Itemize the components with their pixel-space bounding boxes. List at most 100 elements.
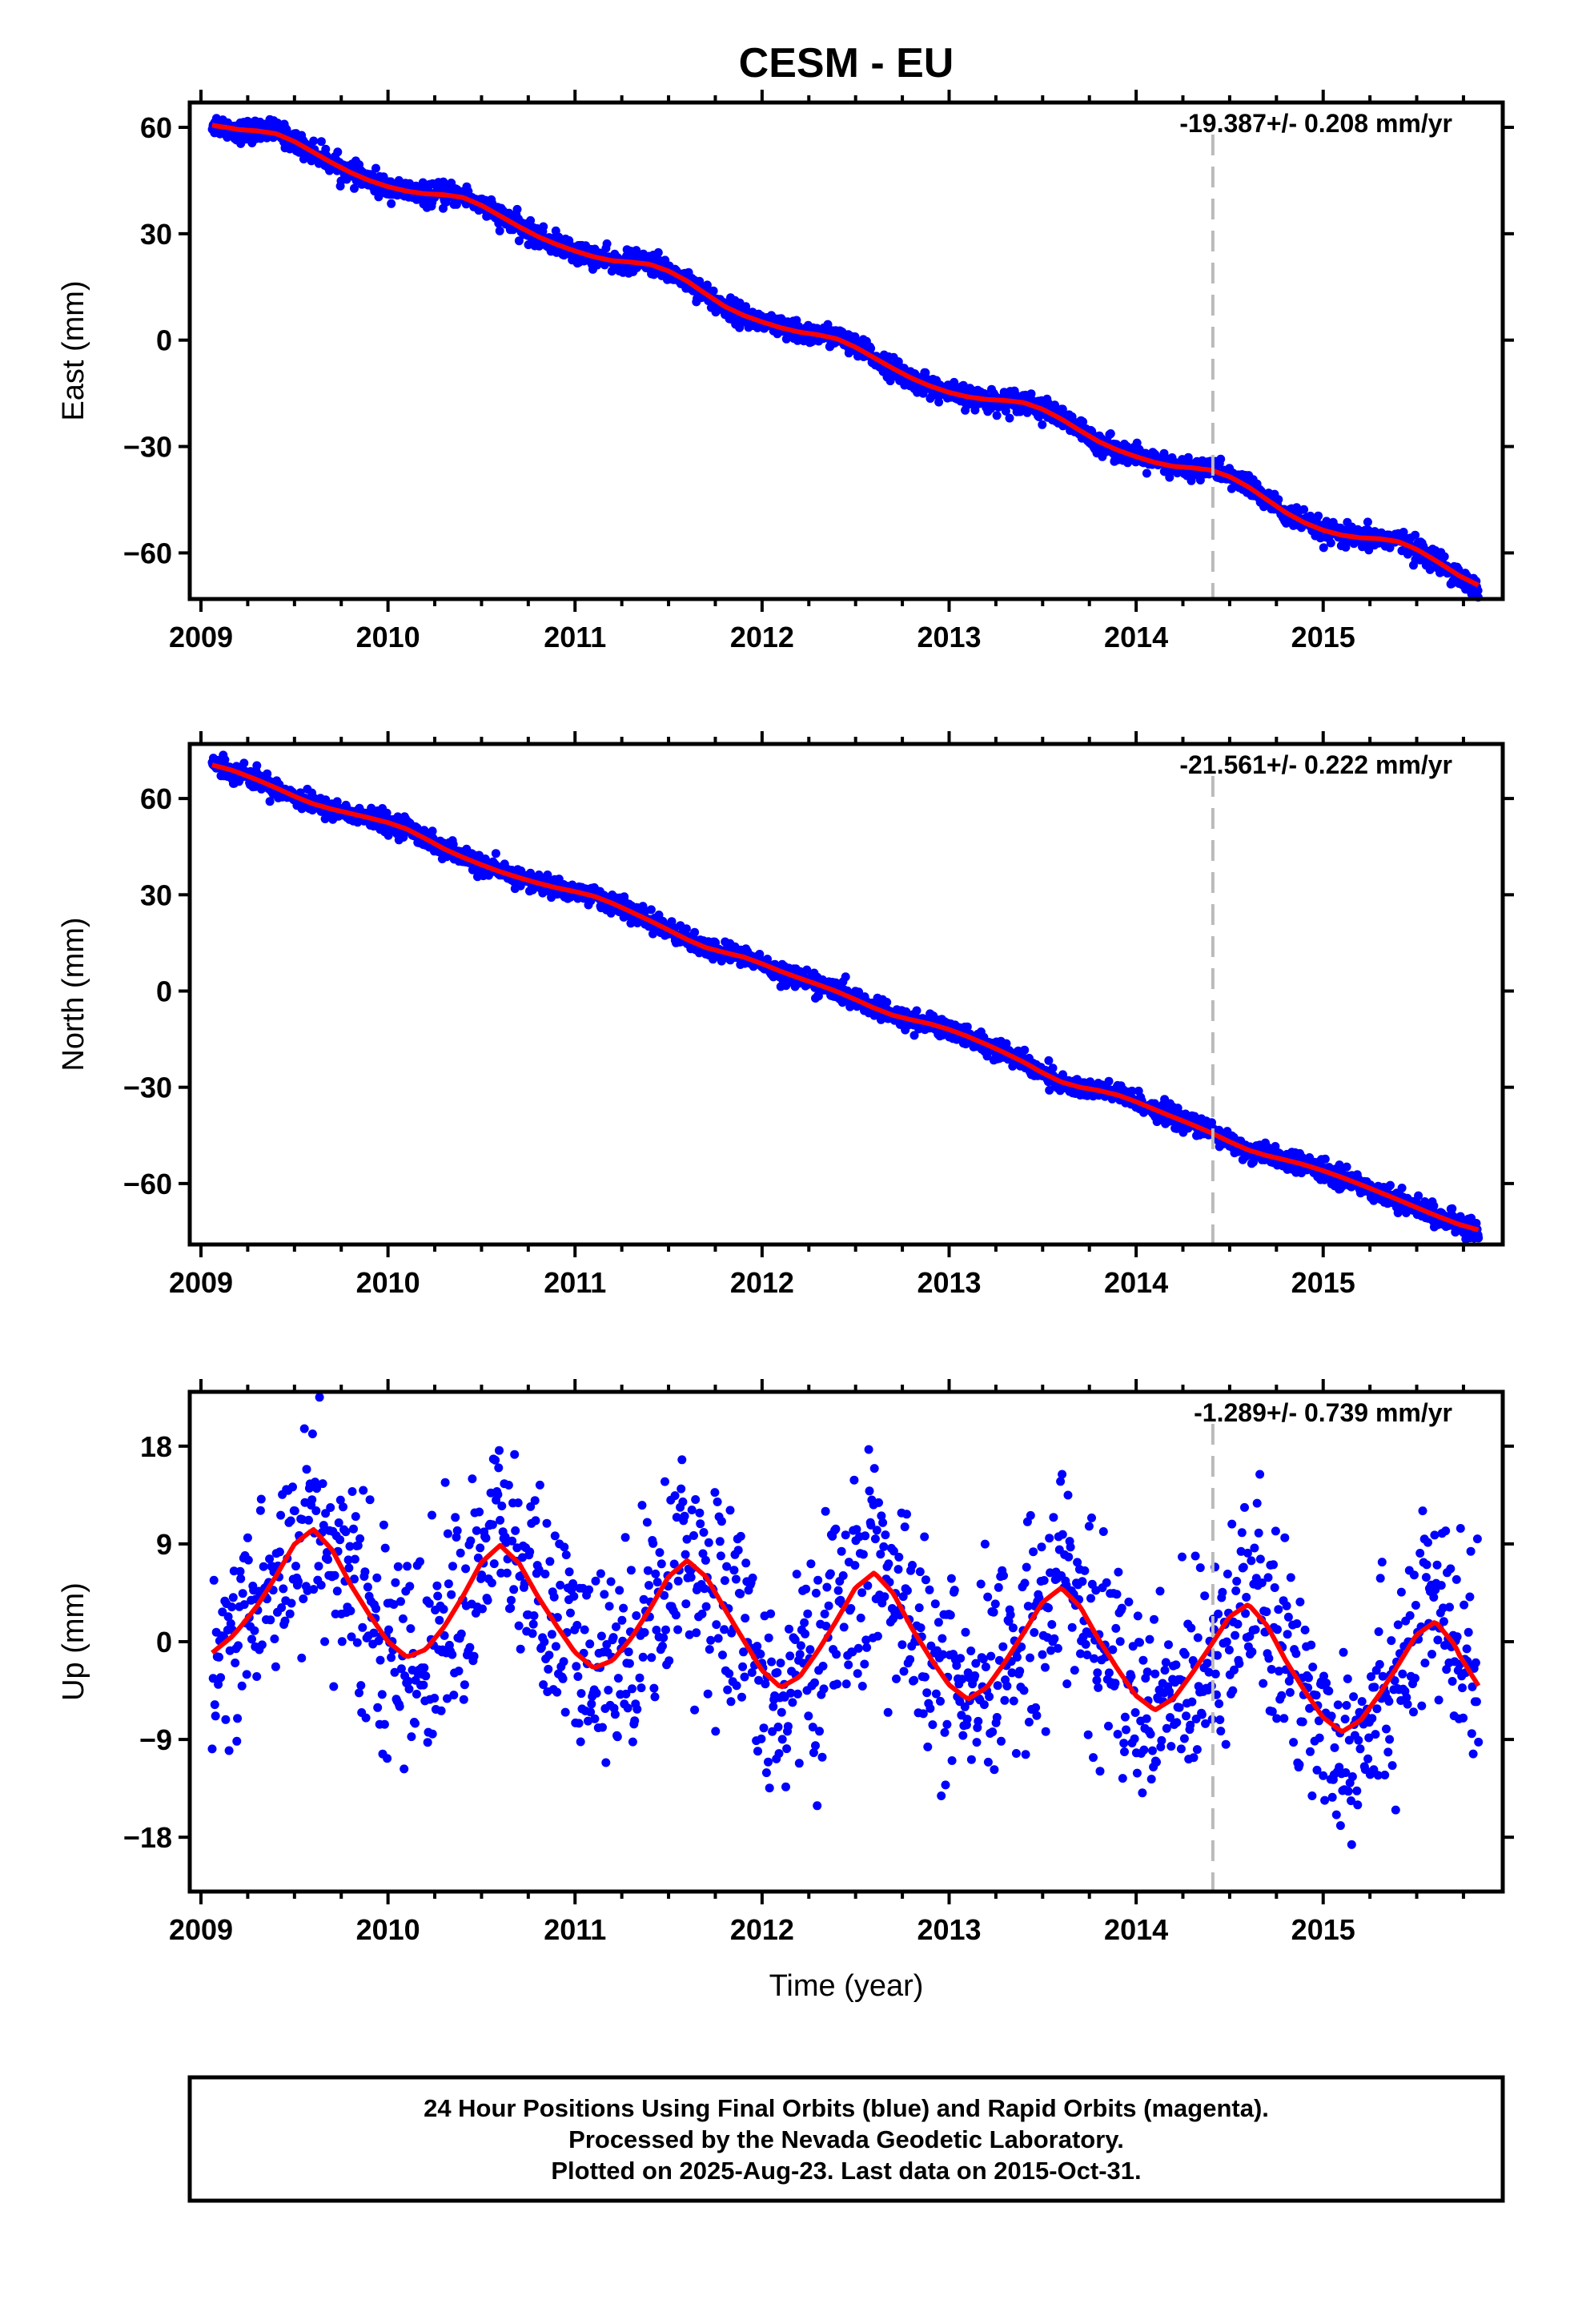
up-point (371, 1604, 381, 1614)
east-point (1326, 538, 1335, 548)
up-point (309, 1585, 319, 1594)
up-point (232, 1736, 242, 1746)
up-point (290, 1506, 299, 1516)
up-point (337, 1637, 347, 1647)
north-point (239, 758, 249, 768)
up-point (291, 1562, 300, 1571)
up-point (380, 1543, 390, 1553)
up-point (252, 1672, 262, 1681)
north-ytick-label: 30 (140, 879, 172, 911)
east-point (992, 411, 1002, 420)
north-point (491, 849, 500, 858)
up-point (359, 1486, 368, 1495)
east-point (1299, 505, 1309, 514)
east-point (1141, 448, 1150, 458)
east-point (1319, 543, 1328, 553)
up-point (391, 1578, 400, 1587)
up-point (242, 1670, 251, 1679)
east-point (823, 320, 833, 329)
east-point (1005, 413, 1014, 423)
up-point (383, 1754, 392, 1763)
east-point (735, 323, 745, 332)
east-ytick-label: −60 (123, 537, 172, 569)
north-xtick-label: 2012 (730, 1266, 794, 1299)
east-point (1363, 517, 1372, 527)
east-point (1142, 468, 1151, 478)
north-point (1474, 1233, 1484, 1243)
up-point (379, 1719, 389, 1729)
up-point (209, 1575, 219, 1585)
up-point (231, 1659, 240, 1667)
up-point (375, 1655, 385, 1665)
up-point (335, 1535, 345, 1545)
up-point (360, 1567, 370, 1577)
up-point (316, 1580, 326, 1590)
east-point (350, 183, 359, 193)
up-point (275, 1547, 284, 1557)
up-point (330, 1570, 339, 1580)
up-point (349, 1524, 358, 1534)
north-point (1044, 1055, 1054, 1065)
north-ytick-label: −60 (123, 1168, 172, 1200)
east-rate-label: -19.387+/- 0.208 mm/yr (1179, 109, 1452, 138)
up-point (304, 1515, 313, 1525)
up-point (341, 1527, 351, 1537)
up-point (216, 1673, 226, 1683)
north-point (1386, 1180, 1395, 1190)
east-xtick-label: 2015 (1291, 621, 1355, 653)
up-point (361, 1713, 371, 1723)
up-point (250, 1626, 259, 1635)
east-xtick-label: 2014 (1104, 621, 1168, 653)
up-point (373, 1703, 383, 1712)
east-point (1439, 552, 1449, 561)
east-point (495, 226, 504, 235)
up-point (297, 1653, 307, 1663)
up-point (320, 1637, 330, 1647)
north-ytick-label: −30 (123, 1072, 172, 1104)
up-point (377, 1690, 387, 1699)
east-point (1078, 417, 1088, 427)
east-point (1411, 530, 1420, 540)
east-point (321, 144, 331, 154)
east-point (526, 215, 536, 225)
up-point (314, 1562, 323, 1571)
up-point (358, 1622, 367, 1632)
up-point (396, 1597, 405, 1606)
east-point (333, 147, 343, 157)
up-point (315, 1393, 324, 1402)
up-point (355, 1534, 365, 1543)
north-point (1020, 1045, 1030, 1055)
up-point (350, 1554, 359, 1564)
east-ytick-label: 30 (140, 218, 172, 251)
north-xtick-label: 2009 (169, 1266, 233, 1299)
east-xtick-label: 2011 (544, 621, 606, 653)
north-point (882, 998, 892, 1007)
east-xtick-label: 2012 (730, 621, 794, 653)
up-point (286, 1516, 295, 1526)
up-point (285, 1609, 295, 1618)
up-point (351, 1512, 360, 1522)
north-point (1447, 1204, 1457, 1213)
up-point (233, 1714, 243, 1723)
east-point (514, 236, 524, 246)
north-point (1104, 1076, 1114, 1086)
east-xtick-label: 2010 (356, 621, 420, 653)
east-y-axis-label: East (mm) (57, 280, 90, 420)
east-point (1050, 400, 1059, 410)
up-point (234, 1641, 243, 1651)
up-point (347, 1487, 357, 1496)
east-point (1038, 420, 1047, 429)
up-point (227, 1602, 236, 1612)
east-point (387, 199, 396, 208)
up-point (266, 1615, 275, 1625)
up-points (207, 1393, 1484, 1849)
east-point (950, 377, 959, 387)
up-point (279, 1584, 288, 1594)
north-xtick-label: 2011 (544, 1266, 606, 1299)
up-point (326, 1503, 335, 1512)
up-point (243, 1555, 253, 1565)
north-point (690, 927, 700, 937)
east-ytick-label: −30 (123, 431, 172, 464)
